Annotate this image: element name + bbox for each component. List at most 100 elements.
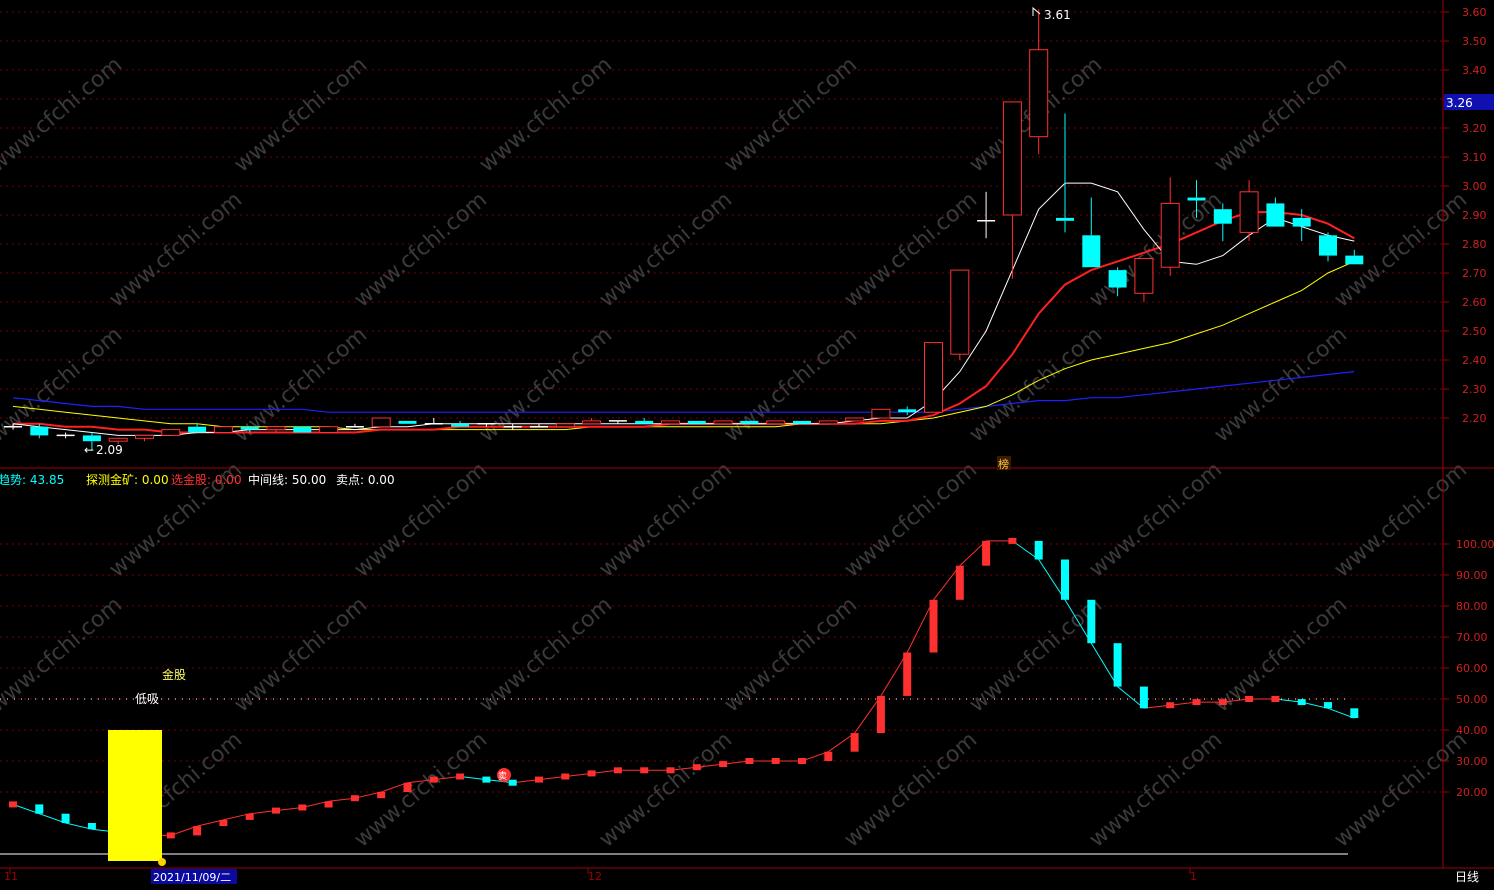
trend-block (613, 767, 622, 774)
price-tick-label: 2.30 (1462, 383, 1487, 396)
price-tick-label: 2.60 (1462, 296, 1487, 309)
trend-segment (854, 695, 882, 734)
trend-block (193, 826, 202, 836)
golden-signal: 金股 低吸 (108, 667, 186, 866)
trend-segment (591, 769, 618, 774)
legend-gold-pick: 选金股: 0.00 (171, 472, 242, 487)
trend-segment (512, 779, 540, 784)
current-price-box: 3.26 (1444, 94, 1494, 110)
trend-block (272, 807, 280, 814)
candle-body-up (845, 417, 865, 422)
candle-body-down (293, 426, 312, 433)
legend-trend: 趋势: 43.85 (0, 473, 64, 487)
trend-segment (1038, 559, 1066, 601)
legend-sell: 卖点: 0.00 (336, 473, 395, 487)
price-tick-label: 2.70 (1462, 267, 1487, 280)
low-price-marker: ← 2.09 (84, 443, 123, 457)
trend-block (1034, 540, 1043, 560)
trend-block (1218, 699, 1227, 706)
candle-body-down (1056, 217, 1074, 221)
trend-block (1192, 699, 1201, 706)
candle-body-down (398, 420, 417, 424)
candle-body-up (161, 429, 181, 436)
trend-block (666, 767, 675, 774)
candle-body-up (924, 342, 943, 413)
period-button[interactable]: 日线 (1446, 869, 1492, 884)
trend-segment (302, 800, 329, 808)
trend-segment (723, 760, 750, 765)
candle-body-up (1239, 191, 1259, 233)
trend-segment (12, 803, 40, 815)
trend-block (61, 813, 70, 823)
trend-segment (39, 813, 66, 824)
trend-block (350, 795, 359, 802)
svg-text:榜: 榜 (998, 457, 1009, 471)
candle-body-up (582, 420, 602, 425)
price-tick-label: 2.90 (1462, 209, 1487, 222)
candle-body-up (266, 426, 286, 431)
trend-segment (381, 782, 408, 793)
price-tick-label: 2.50 (1462, 325, 1487, 338)
trend-segment (1222, 698, 1250, 703)
trend-segment (1117, 686, 1145, 709)
indicator-tick-label: 90.00 (1456, 569, 1488, 582)
trend-block (87, 823, 96, 830)
price-tick-label: 2.20 (1462, 412, 1487, 425)
svg-text:←: ← (84, 443, 94, 457)
candle-body-down (82, 435, 101, 442)
svg-text:2.09: 2.09 (96, 443, 123, 457)
price-tick-label: 3.10 (1462, 151, 1487, 164)
candle-body-down (635, 420, 654, 424)
indicator-tick-label: 100.00 (1456, 538, 1494, 551)
trend-block (929, 599, 938, 653)
trend-segment (565, 772, 592, 777)
price-tick-label: 2.40 (1462, 354, 1487, 367)
indicator-tick-label: 50.00 (1456, 693, 1488, 706)
trend-segment (460, 776, 487, 781)
trend-block (429, 776, 438, 783)
candle-body-down (793, 420, 811, 424)
trend-segment (249, 810, 277, 815)
trend-segment (1327, 707, 1355, 719)
trend-segment (1012, 540, 1039, 560)
trend-block (982, 540, 991, 566)
trend-block (1350, 708, 1359, 719)
legend-midline: 中间线: 50.00 (248, 472, 326, 487)
candle-body-down (1187, 197, 1206, 201)
candle-body-up (1029, 49, 1049, 138)
time-axis: 11 12 1 (4, 868, 1197, 883)
trend-block (508, 779, 517, 786)
trend-segment (65, 822, 93, 830)
trend-block (850, 733, 859, 752)
trend-segment (1301, 701, 1329, 709)
price-tick-label: 3.20 (1462, 122, 1487, 135)
trend-block (1139, 686, 1148, 709)
trend-segment (170, 825, 198, 836)
trend-block (535, 776, 543, 783)
svg-text:金股: 金股 (162, 667, 186, 682)
legend-gold-detect: 探测金矿: 0.00 (86, 472, 169, 487)
candle-body-up (108, 437, 128, 442)
trend-block (403, 782, 412, 792)
candle-body-up (713, 420, 733, 425)
trend-segment (196, 819, 224, 827)
trend-block (640, 767, 649, 774)
trend-segment (696, 763, 724, 768)
trend-segment (486, 779, 513, 784)
candle-body-down (1213, 209, 1232, 224)
trend-block (1061, 559, 1069, 600)
trend-block (876, 695, 885, 734)
candle-body-up (950, 269, 970, 355)
price-tick-label: 3.00 (1462, 180, 1487, 193)
candle-body-up (818, 420, 838, 425)
trend-block (903, 652, 912, 696)
svg-text:2021/11/09/二: 2021/11/09/二 (153, 871, 231, 884)
trend-block (1245, 696, 1254, 702)
trend-block (1008, 537, 1017, 544)
candle-body-down (188, 426, 207, 433)
trend-block (377, 792, 386, 799)
price-tick-label: 3.50 (1462, 35, 1487, 48)
month-label-12: 12 (588, 870, 602, 883)
